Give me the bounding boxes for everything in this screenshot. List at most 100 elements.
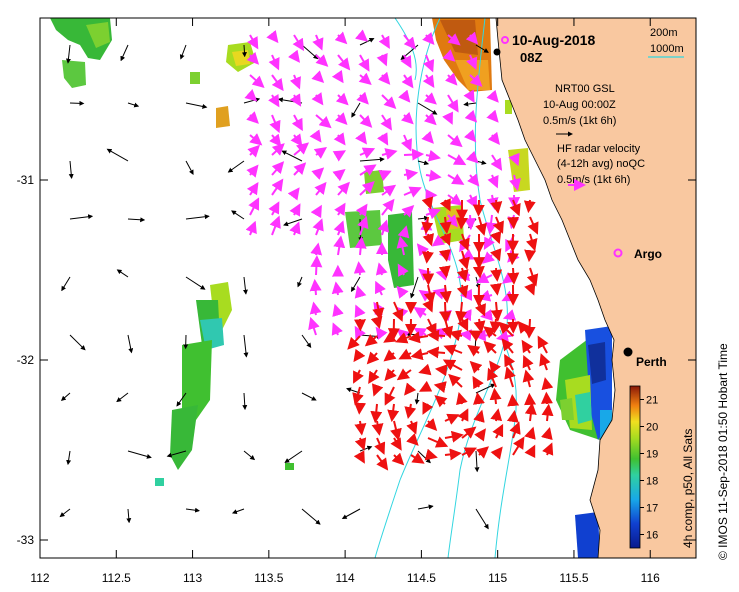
- gsl-arrow: [359, 147, 376, 159]
- gsl-arrow: [335, 92, 349, 106]
- x-tick-label: 112: [30, 571, 49, 585]
- gsl-arrow: [334, 31, 348, 45]
- model-arrow: [176, 392, 187, 407]
- gsl-arrow: [444, 72, 458, 86]
- model-arrow: [68, 160, 74, 179]
- colorbar-tick-label: 20: [646, 422, 658, 434]
- gsl-arrow: [400, 54, 412, 69]
- x-tick-label: 112.5: [102, 571, 131, 585]
- model-arrow: [341, 508, 361, 519]
- model-arrow: [242, 392, 248, 411]
- gsl-arrow: [337, 181, 350, 196]
- hf-radar-arrow: [525, 233, 538, 252]
- model-arrow: [59, 508, 71, 518]
- gsl-arrow: [334, 202, 346, 216]
- hf-radar-arrow: [457, 408, 469, 422]
- x-tick-label: 116: [641, 571, 660, 585]
- hf-radar-arrow: [439, 216, 452, 235]
- hf-radar-arrow: [456, 267, 469, 283]
- gsl-arrow: [315, 54, 329, 67]
- hf-radar-arrow: [461, 426, 477, 439]
- hf-radar-arrow: [512, 436, 525, 456]
- gsl-arrow: [291, 114, 303, 132]
- hf-radar-arrow: [433, 381, 447, 393]
- hf-radar-arrow: [418, 363, 432, 376]
- hf-radar-arrow: [487, 367, 499, 388]
- hf-radar-arrow: [434, 395, 448, 408]
- hf-radar-arrow: [490, 446, 503, 460]
- model-arrow: [351, 102, 361, 118]
- gsl-arrow: [447, 94, 459, 113]
- gsl-arrow: [271, 143, 285, 156]
- gsl-arrow: [310, 204, 322, 219]
- gsl-arrow: [463, 129, 477, 143]
- hf-legend-sub: (4-12h avg) noQC: [557, 158, 645, 170]
- gsl-arrow: [268, 201, 280, 216]
- gsl-arrow: [354, 285, 367, 299]
- gsl-arrow: [400, 134, 412, 152]
- colorbar-tick-label: 17: [646, 503, 658, 515]
- gsl-arrow: [313, 147, 328, 159]
- gsl-arrow: [447, 33, 461, 46]
- gsl-arrow: [269, 215, 281, 236]
- gsl-arrow: [381, 148, 398, 160]
- gsl-arrow: [268, 54, 280, 71]
- hf-radar-arrow: [390, 437, 402, 451]
- hf-radar-arrow: [421, 250, 434, 264]
- gsl-arrow: [486, 109, 499, 123]
- gsl-arrow: [359, 164, 377, 176]
- hf-radar-arrow: [383, 331, 397, 343]
- gsl-arrow: [380, 114, 392, 131]
- gsl-arrow: [244, 89, 258, 102]
- hf-radar-arrow: [354, 420, 367, 436]
- hf-radar-arrow: [517, 320, 531, 337]
- model-arrow: [185, 276, 206, 290]
- hf-radar-arrow: [490, 267, 503, 282]
- hf-radar-arrow: [421, 196, 434, 210]
- hf-radar-arrow: [398, 348, 412, 360]
- y-tick-label: -32: [17, 353, 35, 367]
- hf-radar-arrow: [509, 199, 521, 217]
- gsl-arrow: [309, 301, 322, 316]
- model-arrow: [231, 210, 245, 220]
- hf-radar-arrow: [507, 216, 520, 230]
- hf-radar-arrow: [501, 338, 514, 354]
- hf-radar-arrow: [390, 420, 402, 441]
- hf-radar-arrow: [489, 283, 502, 296]
- y-tick-label: -33: [17, 533, 35, 547]
- y-axis: -31 -32 -33: [17, 173, 696, 547]
- hf-radar-arrow: [424, 418, 438, 431]
- hf-radar-arrow: [370, 315, 383, 330]
- gsl-arrow: [358, 72, 372, 85]
- hf-radar-arrow: [443, 344, 463, 356]
- gsl-arrow: [508, 152, 520, 167]
- colorbar-ticks: 21 20 19 18 17 16: [640, 395, 658, 542]
- model-arrow: [126, 508, 132, 524]
- model-arrow: [281, 150, 303, 162]
- hf-radar-arrow: [522, 354, 534, 371]
- model-arrow: [463, 101, 477, 107]
- gsl-arrow: [469, 74, 483, 87]
- y-tick-label: -31: [17, 173, 35, 187]
- hf-radar-arrow: [504, 366, 516, 388]
- model-arrow: [297, 276, 303, 288]
- hf-radar-arrow: [371, 420, 384, 436]
- model-arrow: [127, 450, 152, 459]
- gsl-arrow: [375, 326, 388, 340]
- model-arrow: [116, 392, 129, 403]
- hf-radar-arrow: [472, 199, 485, 217]
- gsl-arrow: [376, 52, 388, 67]
- gsl-arrow: [445, 214, 458, 228]
- argo-marker: [613, 248, 623, 258]
- gsl-arrow: [247, 144, 260, 158]
- hf-radar-arrow: [426, 346, 446, 359]
- x-tick-label: 115.5: [559, 571, 588, 585]
- hf-radar-arrow: [474, 301, 486, 317]
- isobath-1000-label: 1000m: [650, 43, 684, 55]
- gsl-arrow: [355, 131, 367, 145]
- gsl-arrow: [331, 322, 343, 336]
- gsl-arrow: [378, 34, 390, 49]
- hf-radar-arrow: [384, 368, 397, 382]
- model-arrow: [243, 334, 249, 358]
